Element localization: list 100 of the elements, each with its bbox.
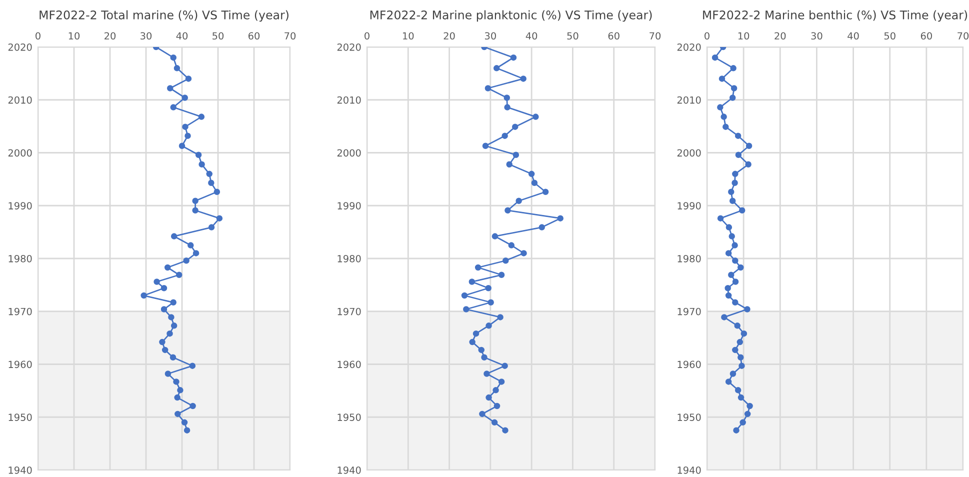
x-tick-label: 70 xyxy=(284,32,296,40)
y-tick-label: 2010 xyxy=(677,96,701,104)
point xyxy=(170,54,176,61)
x-tick-label: 40 xyxy=(176,32,188,40)
y-tick-label: 1950 xyxy=(8,414,32,421)
point xyxy=(724,284,731,292)
point xyxy=(531,180,538,186)
point xyxy=(520,250,527,256)
point xyxy=(717,104,724,110)
point xyxy=(746,142,752,149)
point xyxy=(730,65,736,72)
y-tick-label: 2000 xyxy=(8,149,32,157)
point xyxy=(732,242,738,248)
point xyxy=(162,346,168,354)
point xyxy=(461,292,468,299)
point xyxy=(160,306,168,312)
y-tick-label: 1990 xyxy=(8,202,32,210)
point xyxy=(738,264,744,271)
point xyxy=(728,233,735,240)
point xyxy=(734,132,742,139)
point xyxy=(725,378,732,385)
point xyxy=(189,362,196,369)
point xyxy=(528,170,535,178)
point xyxy=(188,242,194,248)
x-tick-label: 60 xyxy=(608,32,620,40)
point xyxy=(502,362,508,369)
point xyxy=(485,284,492,292)
point xyxy=(166,330,173,337)
point xyxy=(174,394,180,401)
point xyxy=(512,124,518,130)
point xyxy=(182,124,188,130)
point xyxy=(494,402,500,410)
point xyxy=(728,188,734,196)
point xyxy=(516,198,522,204)
y-tick-label: 2020 xyxy=(677,43,701,51)
point xyxy=(712,54,718,61)
y-tick-label: 1970 xyxy=(338,308,361,316)
point xyxy=(498,272,505,278)
point xyxy=(538,224,545,230)
point xyxy=(717,215,724,222)
point xyxy=(732,278,739,285)
point xyxy=(154,278,160,285)
point xyxy=(176,272,182,278)
point xyxy=(170,299,176,306)
chart-title: MF2022-2 Marine planktonic (%) VS Time (year) xyxy=(370,10,652,22)
y-tick-label: 2010 xyxy=(337,96,361,104)
x-tick-label: 10 xyxy=(738,32,750,40)
point xyxy=(740,330,748,337)
point xyxy=(159,338,166,346)
point xyxy=(729,198,736,204)
y-tick-label: 1990 xyxy=(338,202,361,210)
point xyxy=(745,161,752,168)
point xyxy=(725,250,732,256)
point xyxy=(508,242,515,248)
point xyxy=(722,124,729,130)
point xyxy=(733,427,740,434)
point xyxy=(472,330,480,337)
point xyxy=(504,94,510,101)
point xyxy=(730,85,738,92)
x-tick-label: 30 xyxy=(484,32,496,40)
point xyxy=(174,65,180,72)
x-tick-label: 70 xyxy=(650,32,661,40)
point xyxy=(498,378,505,385)
point xyxy=(726,224,732,230)
x-tick-label: 40 xyxy=(526,32,538,40)
x-tick-label: 50 xyxy=(567,32,578,40)
point xyxy=(746,402,753,410)
point xyxy=(170,104,176,110)
point xyxy=(178,142,186,149)
point xyxy=(720,114,727,120)
point xyxy=(502,132,508,139)
point xyxy=(491,419,498,426)
point xyxy=(181,419,188,426)
point xyxy=(192,207,198,214)
point xyxy=(184,132,191,139)
x-tick-label: 0 xyxy=(704,32,710,40)
point xyxy=(192,250,200,256)
point xyxy=(184,427,190,434)
point xyxy=(729,94,736,101)
point xyxy=(198,161,205,168)
point xyxy=(208,224,215,230)
y-tick-label: 2000 xyxy=(677,149,701,157)
point xyxy=(170,233,178,240)
point xyxy=(164,370,172,377)
y-tick-label: 2020 xyxy=(8,43,32,51)
point xyxy=(463,306,470,312)
y-tick-label: 1960 xyxy=(678,360,701,368)
point xyxy=(520,76,526,82)
x-tick-label: 20 xyxy=(444,32,455,40)
x-tick-label: 10 xyxy=(403,32,414,40)
point xyxy=(192,198,198,204)
point xyxy=(732,180,738,186)
point xyxy=(738,394,744,401)
y-tick-label: 1970 xyxy=(678,308,701,316)
point xyxy=(542,188,549,196)
x-tick-label: 0 xyxy=(364,32,370,40)
x-tick-label: 0 xyxy=(36,32,40,40)
x-tick-label: 60 xyxy=(920,32,932,40)
x-tick-label: 30 xyxy=(140,32,152,40)
point xyxy=(206,170,212,178)
